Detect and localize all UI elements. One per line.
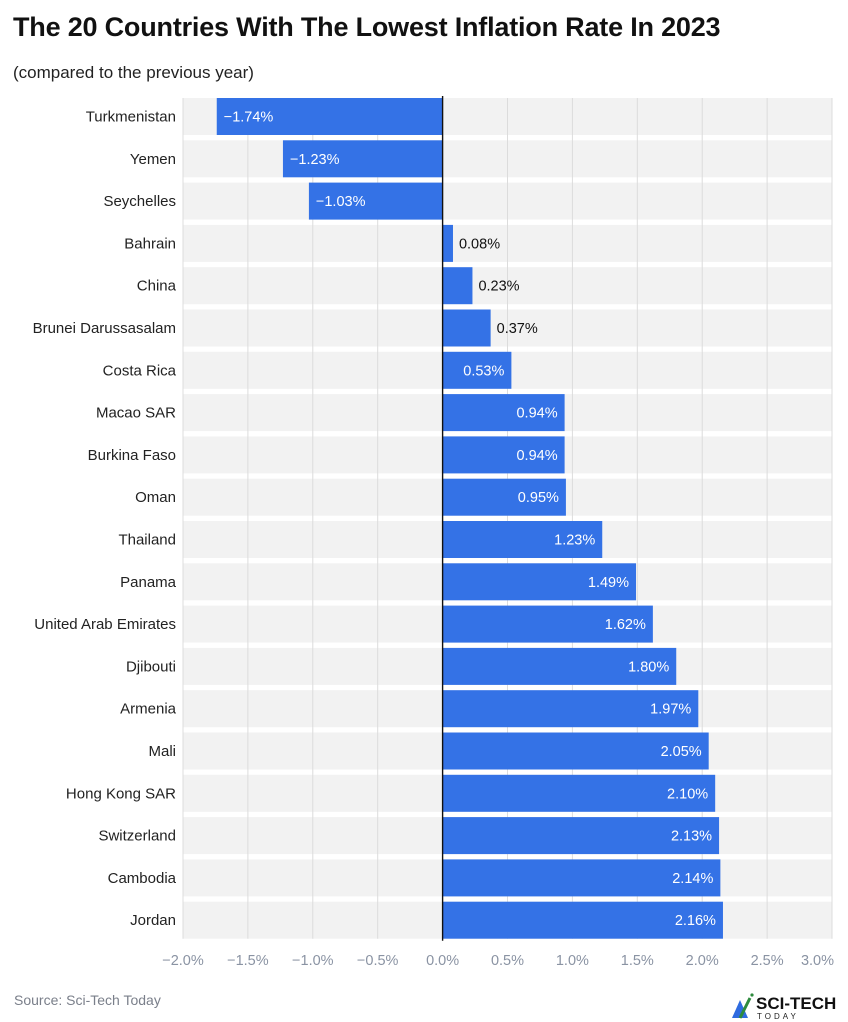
data-label: 1.97% [650, 702, 691, 718]
data-label: 0.53% [463, 363, 504, 379]
data-label: 0.94% [516, 448, 557, 464]
category-label: Macao SAR [96, 405, 176, 422]
x-tick-label: −1.5% [227, 953, 269, 969]
category-label: Thailand [118, 532, 176, 549]
bar [442, 351, 512, 389]
bar [442, 647, 677, 685]
sci-tech-logo: SCI-TECH TODAY [732, 993, 836, 1020]
bar [442, 394, 565, 432]
category-label: Panama [120, 574, 177, 591]
chart-subtitle: (compared to the previous year) [13, 63, 254, 82]
bar [442, 563, 637, 601]
bar [442, 859, 721, 897]
bar [442, 224, 453, 262]
bar [442, 605, 653, 643]
x-tick-label: 1.5% [621, 953, 654, 969]
x-tick-label: 0.0% [426, 953, 459, 969]
data-label: 2.05% [661, 744, 702, 760]
svg-text:SCI-TECH: SCI-TECH [756, 994, 836, 1013]
category-label: Yemen [130, 151, 176, 168]
category-label: Mali [148, 743, 176, 760]
x-tick-label: −0.5% [357, 953, 399, 969]
bar [282, 140, 443, 178]
data-label: 1.80% [628, 659, 669, 675]
bar [442, 309, 491, 347]
bar [442, 690, 699, 728]
data-label: 0.94% [516, 406, 557, 422]
category-label: Burkina Faso [88, 447, 176, 464]
x-tick-label: 2.0% [686, 953, 719, 969]
category-label: Djibouti [126, 658, 176, 675]
bar [442, 521, 603, 558]
x-tick-label: −2.0% [162, 953, 204, 969]
chart-title: The 20 Countries With The Lowest Inflati… [13, 12, 721, 42]
category-label: Costa Rica [103, 362, 177, 379]
data-label: 0.95% [518, 490, 559, 506]
data-label: 0.37% [497, 321, 538, 337]
data-label: 2.14% [672, 871, 713, 887]
data-label: 1.23% [554, 533, 595, 549]
category-label: Bahrain [124, 235, 176, 252]
data-label: 0.23% [478, 279, 519, 295]
bar [442, 436, 565, 474]
bar [442, 478, 566, 516]
data-label: −1.03% [316, 194, 366, 210]
data-label: −1.74% [224, 110, 274, 126]
bar [442, 901, 723, 939]
x-tick-label: 3.0% [801, 953, 834, 969]
category-label: Oman [135, 489, 176, 506]
category-label: Hong Kong SAR [66, 785, 176, 802]
bar [442, 732, 709, 770]
source-note: Source: Sci-Tech Today [14, 992, 161, 1008]
data-label: 1.62% [605, 617, 646, 633]
data-label: 2.13% [671, 829, 712, 845]
bar [442, 817, 720, 855]
data-label: 2.16% [675, 913, 716, 929]
x-tick-label: 0.5% [491, 953, 524, 969]
category-label: Jordan [130, 912, 176, 929]
category-label: Switzerland [98, 828, 176, 845]
bar [442, 774, 716, 812]
category-label: Cambodia [108, 870, 177, 887]
x-tick-label: 2.5% [751, 953, 784, 969]
bar [308, 182, 443, 220]
category-label: Brunei Darussasalam [33, 320, 176, 337]
category-label: United Arab Emirates [34, 616, 176, 633]
x-tick-label: −1.0% [292, 953, 334, 969]
data-label: −1.23% [290, 152, 340, 168]
data-label: 2.10% [667, 786, 708, 802]
category-label: Seychelles [103, 193, 176, 210]
bar [442, 267, 473, 305]
data-label: 1.49% [588, 575, 629, 591]
category-label: China [137, 278, 177, 295]
x-tick-label: 1.0% [556, 953, 589, 969]
data-label: 0.08% [459, 236, 500, 252]
svg-text:TODAY: TODAY [757, 1012, 799, 1020]
bar [216, 98, 443, 135]
category-label: Turkmenistan [86, 109, 176, 126]
category-label: Armenia [120, 701, 177, 718]
